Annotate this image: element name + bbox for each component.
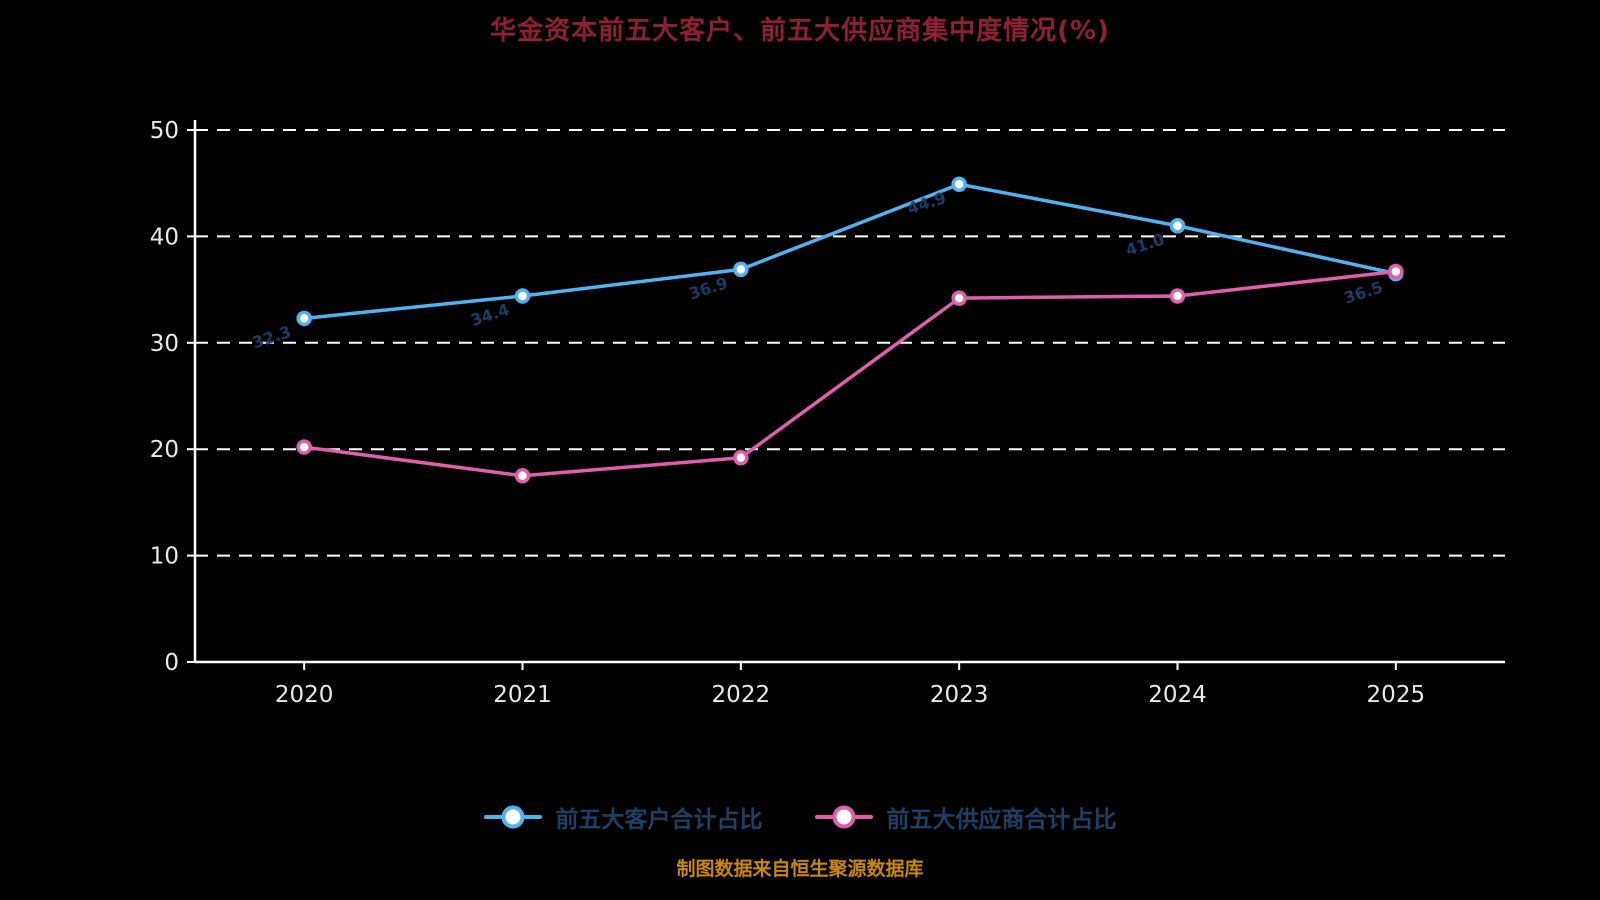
line-chart-canvas: 0 10 20 30 40 50 2020 2021 2022 2023 2024 2025 32.3 3… <box>150 118 1505 708</box>
series-1-line <box>296 263 1404 484</box>
x-tick-label: 2020 <box>275 682 334 708</box>
data-point <box>514 288 531 304</box>
y-tick-label: 40 <box>150 224 179 250</box>
x-tick-label: 2024 <box>1148 682 1207 708</box>
legend-marker-clients-icon <box>483 805 542 829</box>
chart-legend: 前五大客户合计占比 前五大供应商合计占比 <box>0 800 1600 834</box>
gridlines <box>195 129 1505 557</box>
point-value-label: 36.9 <box>687 273 730 303</box>
x-tick-label: 2021 <box>493 682 552 708</box>
data-point <box>1169 288 1186 304</box>
x-tick-label: 2025 <box>1367 682 1426 708</box>
data-point <box>951 176 967 193</box>
series-0-line <box>296 176 1404 327</box>
data-point <box>296 439 312 455</box>
axes <box>187 120 1505 670</box>
legend-label-suppliers: 前五大供应商合计占比 <box>886 807 1117 833</box>
y-tick-label: 10 <box>150 544 179 570</box>
data-point <box>1169 218 1186 234</box>
x-tick-label: 2022 <box>712 682 771 708</box>
legend-item-suppliers: 前五大供应商合计占比 <box>814 800 1117 834</box>
data-point <box>733 261 749 278</box>
legend-dot-icon <box>832 805 855 829</box>
y-tick-label: 0 <box>164 650 179 676</box>
y-tick-label: 20 <box>150 437 179 463</box>
data-point <box>1388 263 1404 280</box>
legend-item-clients: 前五大客户合计占比 <box>483 800 763 834</box>
legend-label-clients: 前五大客户合计占比 <box>555 807 763 833</box>
chart-title: 华金资本前五大客户、前五大供应商集中度情况(%) <box>490 16 1110 46</box>
data-point <box>514 468 531 484</box>
data-point <box>296 310 312 327</box>
x-tick-label: 2023 <box>930 682 989 708</box>
y-tick-label: 50 <box>150 118 179 144</box>
point-value-label: 34.4 <box>468 300 511 330</box>
point-value-label: 44.9 <box>905 188 948 218</box>
data-source-note: 制图数据来自恒生聚源数据库 <box>676 858 924 880</box>
legend-marker-suppliers-icon <box>814 805 873 829</box>
data-point <box>951 290 967 306</box>
y-tick-label: 30 <box>150 331 179 357</box>
data-point <box>733 449 749 466</box>
point-value-label: 41.0 <box>1123 229 1166 259</box>
legend-dot-icon <box>501 805 524 829</box>
point-value-label: 32.3 <box>250 322 293 352</box>
point-value-label: 36.5 <box>1342 277 1385 307</box>
